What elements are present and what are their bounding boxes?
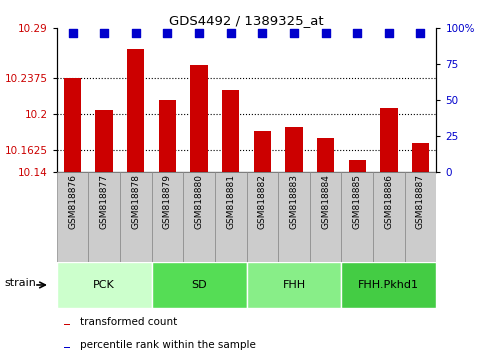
Bar bbox=[412, 143, 429, 172]
Point bbox=[227, 30, 235, 35]
Point bbox=[353, 30, 361, 35]
Bar bbox=[57, 172, 88, 262]
Point bbox=[132, 30, 140, 35]
Bar bbox=[64, 324, 70, 325]
Text: percentile rank within the sample: percentile rank within the sample bbox=[80, 340, 256, 350]
Bar bbox=[152, 172, 183, 262]
Text: GSM818878: GSM818878 bbox=[131, 175, 141, 229]
Text: GSM818885: GSM818885 bbox=[352, 175, 362, 229]
Point bbox=[321, 30, 329, 35]
Bar bbox=[57, 262, 152, 308]
Bar bbox=[152, 262, 246, 308]
Text: GSM818887: GSM818887 bbox=[416, 175, 425, 229]
Bar bbox=[64, 79, 81, 172]
Point bbox=[164, 30, 172, 35]
Text: GSM818879: GSM818879 bbox=[163, 175, 172, 229]
Bar bbox=[64, 347, 70, 348]
Bar bbox=[190, 65, 208, 172]
Text: GSM818881: GSM818881 bbox=[226, 175, 235, 229]
Bar bbox=[341, 172, 373, 262]
Text: strain: strain bbox=[4, 278, 36, 288]
Bar bbox=[159, 100, 176, 172]
Text: GSM818884: GSM818884 bbox=[321, 175, 330, 229]
Title: GDS4492 / 1389325_at: GDS4492 / 1389325_at bbox=[169, 14, 324, 27]
Text: GSM818882: GSM818882 bbox=[258, 175, 267, 229]
Text: FHH: FHH bbox=[282, 280, 306, 290]
Text: SD: SD bbox=[191, 280, 207, 290]
Bar bbox=[88, 172, 120, 262]
Bar bbox=[127, 49, 144, 172]
Bar bbox=[253, 131, 271, 172]
Bar bbox=[222, 91, 240, 172]
Text: GSM818877: GSM818877 bbox=[100, 175, 108, 229]
Point bbox=[100, 30, 108, 35]
Text: GSM818880: GSM818880 bbox=[195, 175, 204, 229]
Text: GSM818876: GSM818876 bbox=[68, 175, 77, 229]
Bar bbox=[278, 172, 310, 262]
Text: FHH.Pkhd1: FHH.Pkhd1 bbox=[358, 280, 420, 290]
Bar bbox=[373, 172, 405, 262]
Point bbox=[258, 30, 266, 35]
Point bbox=[69, 30, 76, 35]
Point bbox=[290, 30, 298, 35]
Bar bbox=[349, 160, 366, 172]
Point bbox=[385, 30, 393, 35]
Bar bbox=[96, 110, 113, 172]
Bar bbox=[215, 172, 246, 262]
Text: transformed count: transformed count bbox=[80, 317, 177, 327]
Point bbox=[195, 30, 203, 35]
Bar bbox=[183, 172, 215, 262]
Bar bbox=[285, 127, 303, 172]
Bar bbox=[317, 138, 334, 172]
Bar bbox=[380, 108, 397, 172]
Bar bbox=[405, 172, 436, 262]
Text: GSM818886: GSM818886 bbox=[385, 175, 393, 229]
Bar bbox=[246, 262, 341, 308]
Bar bbox=[120, 172, 152, 262]
Text: GSM818883: GSM818883 bbox=[289, 175, 298, 229]
Bar bbox=[246, 172, 278, 262]
Bar bbox=[310, 172, 341, 262]
Point bbox=[417, 30, 424, 35]
Bar bbox=[341, 262, 436, 308]
Text: PCK: PCK bbox=[93, 280, 115, 290]
